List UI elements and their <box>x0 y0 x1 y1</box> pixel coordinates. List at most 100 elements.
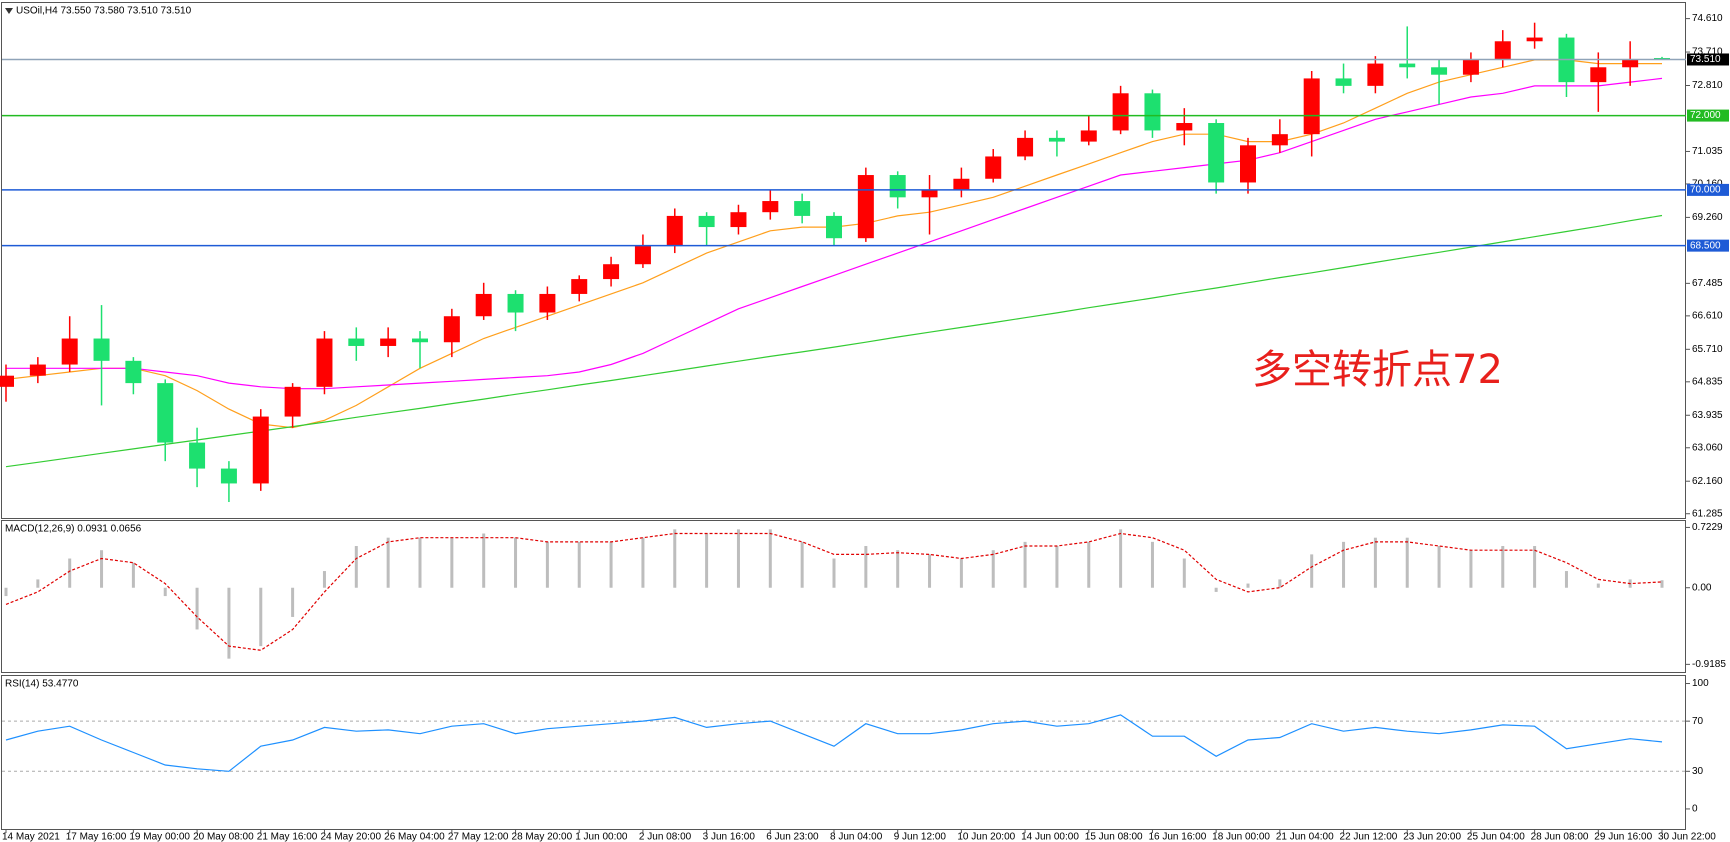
candle-body <box>1622 59 1639 68</box>
macd-bar <box>736 529 740 588</box>
x-tick-label: 2 Jun 08:00 <box>639 832 692 842</box>
indicator-line <box>5 714 1663 772</box>
macd-bar <box>1596 583 1600 588</box>
macd-bar <box>1437 546 1441 588</box>
candle-body <box>220 468 237 484</box>
macd-bar <box>418 537 422 588</box>
macd-bar <box>1150 541 1154 588</box>
y-tick-label: 0.00 <box>1692 582 1712 593</box>
macd-bar <box>1533 546 1537 588</box>
macd-bar <box>832 558 836 588</box>
macd-bar <box>1342 541 1346 588</box>
macd-bar <box>577 541 581 588</box>
y-tick-label: 0.7229 <box>1692 522 1723 533</box>
x-tick-label: 15 Jun 08:00 <box>1085 832 1143 842</box>
y-tick-label: 64.835 <box>1692 376 1723 387</box>
candle-body <box>443 316 460 343</box>
y-tick-label: 74.610 <box>1692 13 1723 24</box>
candle-body <box>252 416 269 484</box>
macd-bar <box>482 533 486 588</box>
macd-panel <box>1 520 1686 673</box>
candle-body <box>1208 123 1225 183</box>
level-label-bg <box>1687 53 1729 66</box>
x-tick-label: 21 Jun 04:00 <box>1276 832 1334 842</box>
macd-bar <box>1405 537 1409 588</box>
candle-body <box>93 338 110 361</box>
candle-body <box>1367 63 1384 86</box>
macd-bar <box>1246 583 1250 588</box>
x-tick-label: 17 May 16:00 <box>66 832 127 842</box>
candle-body <box>475 293 492 317</box>
candle-body <box>507 293 524 313</box>
x-tick-label: 18 Jun 00:00 <box>1212 832 1270 842</box>
y-tick-label: -0.9185 <box>1692 659 1726 670</box>
candle-body <box>1462 59 1479 75</box>
candle-body <box>61 338 78 365</box>
candle-body <box>1303 78 1320 135</box>
macd-bar <box>1564 571 1568 588</box>
candle-body <box>985 156 1002 179</box>
y-tick-label: 100 <box>1692 678 1709 689</box>
candle-body <box>1271 134 1288 146</box>
macd-bar <box>896 550 900 588</box>
symbol-menu-icon[interactable] <box>5 8 13 14</box>
x-tick-label: 30 Jun 22:00 <box>1658 832 1716 842</box>
macd-bar <box>959 558 963 588</box>
candle-body <box>666 215 683 246</box>
candle-body <box>0 375 14 387</box>
annotation: 多空转折点72 <box>1252 347 1503 393</box>
macd-bar <box>227 587 231 659</box>
level-label: 70.000 <box>1690 185 1721 196</box>
panel-title: RSI(14) 53.4770 <box>5 679 79 690</box>
level-label: 72.000 <box>1690 110 1721 121</box>
panel-title: USOil,H4 73.550 73.580 73.510 73.510 <box>16 6 192 17</box>
candle-body <box>316 338 333 387</box>
indicator-line <box>5 532 1663 651</box>
candle-body <box>348 338 365 346</box>
x-tick-label: 28 Jun 08:00 <box>1531 832 1589 842</box>
macd-bar <box>673 529 677 588</box>
y-tick-label: 69.260 <box>1692 212 1723 223</box>
macd-bar <box>705 533 709 588</box>
x-tick-label: 27 May 12:00 <box>448 832 509 842</box>
macd-bar <box>1214 587 1218 592</box>
y-tick-label: 72.810 <box>1692 80 1723 91</box>
macd-bar <box>36 579 40 588</box>
macd-bar <box>1055 546 1059 588</box>
x-tick-label: 10 Jun 20:00 <box>957 832 1015 842</box>
candle-body <box>794 201 811 216</box>
x-tick-label: 8 Jun 04:00 <box>830 832 883 842</box>
candle-body <box>29 364 46 376</box>
candle-body <box>1494 41 1511 60</box>
candle-body <box>634 245 651 265</box>
candle-body <box>1240 145 1256 183</box>
macd-bar <box>1310 554 1314 588</box>
macd-bar <box>195 587 199 630</box>
macd-bar <box>768 529 772 588</box>
candle-body <box>1399 63 1416 68</box>
level-label: 68.500 <box>1690 240 1721 251</box>
x-tick-label: 19 May 00:00 <box>129 832 190 842</box>
macd-bar <box>163 587 167 597</box>
x-tick-label: 28 May 20:00 <box>512 832 573 842</box>
level-label-bg <box>1687 239 1729 252</box>
candle-body <box>1048 137 1065 142</box>
candle-body <box>857 175 874 239</box>
candle-body <box>921 189 938 198</box>
candle-body <box>953 178 970 190</box>
candle-body <box>539 293 556 313</box>
candle-body <box>1017 137 1034 157</box>
candle-body <box>1526 37 1543 42</box>
candle-body <box>571 279 588 294</box>
y-tick-label: 62.160 <box>1692 476 1723 487</box>
macd-bar <box>1087 541 1091 588</box>
x-tick-label: 1 Jun 00:00 <box>575 832 628 842</box>
macd-bar <box>928 554 932 588</box>
macd-bar <box>4 587 8 597</box>
macd-bar <box>1501 546 1505 588</box>
y-tick-label: 66.610 <box>1692 311 1723 322</box>
macd-bar <box>514 537 518 588</box>
candle-body <box>603 264 620 280</box>
candle-body <box>189 442 206 469</box>
